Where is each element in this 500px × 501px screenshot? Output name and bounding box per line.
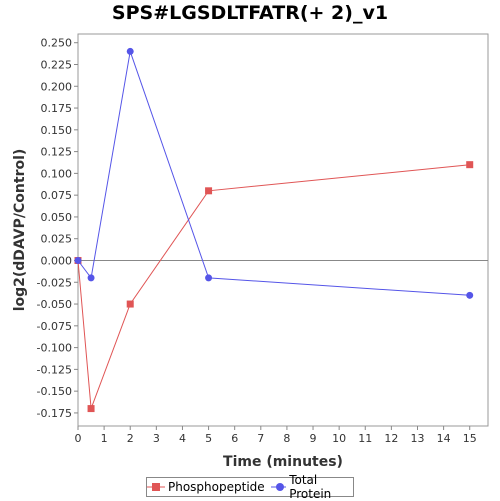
y-tick-label: 0.025 — [41, 233, 73, 246]
y-tick-label: -0.175 — [37, 407, 72, 420]
circle-marker-icon — [270, 483, 287, 491]
data-point-phosphopeptide — [126, 300, 134, 308]
plot-area — [77, 33, 489, 427]
x-tick-label: 15 — [463, 432, 477, 445]
legend-label-phosphopeptide: Phosphopeptide — [168, 480, 265, 494]
x-tick-label: 5 — [205, 432, 212, 445]
y-tick-label: 0.050 — [41, 211, 73, 224]
y-tick-label: -0.125 — [37, 363, 72, 376]
x-axis-title: Time (minutes) — [223, 454, 343, 470]
y-tick-label: -0.050 — [37, 298, 72, 311]
data-point-phosphopeptide — [205, 187, 213, 195]
data-point-total-protein — [466, 291, 474, 299]
data-point-total-protein — [87, 274, 95, 282]
square-marker-icon — [147, 483, 165, 491]
y-tick-label: 0.075 — [41, 189, 73, 202]
legend-item-phosphopeptide: Phosphopeptide — [147, 480, 265, 494]
x-tick-label: 10 — [332, 432, 346, 445]
y-tick-label: 0.100 — [41, 167, 73, 180]
legend-label-total-protein: Total Protein — [289, 473, 332, 501]
x-tick-label: 1 — [101, 432, 108, 445]
data-point-total-protein — [205, 274, 213, 282]
x-tick-label: 9 — [310, 432, 317, 445]
data-point-phosphopeptide — [87, 405, 95, 413]
legend: Phosphopeptide Total Protein — [146, 473, 354, 501]
x-tick-label: 12 — [384, 432, 398, 445]
y-tick-label: 0.250 — [41, 37, 73, 50]
data-point-phosphopeptide — [466, 161, 474, 169]
x-tick-label: 7 — [257, 432, 264, 445]
legend-item-total-protein: Total Protein — [270, 473, 353, 501]
y-tick-label: 0.125 — [41, 146, 73, 159]
y-tick-label: -0.025 — [37, 276, 72, 289]
x-tick-label: 11 — [358, 432, 372, 445]
x-tick-label: 6 — [231, 432, 238, 445]
data-point-total-protein — [74, 256, 82, 264]
x-tick-label: 8 — [283, 432, 290, 445]
y-tick-label: 0.175 — [41, 102, 73, 115]
y-tick-label: 0.200 — [41, 80, 73, 93]
x-tick-label: 2 — [127, 432, 134, 445]
y-tick-label: 0.000 — [41, 254, 73, 267]
data-point-total-protein — [126, 47, 134, 55]
y-tick-label: -0.100 — [37, 342, 72, 355]
x-tick-label: 4 — [179, 432, 186, 445]
x-tick-label: 0 — [75, 432, 82, 445]
x-tick-label: 14 — [437, 432, 451, 445]
y-tick-label: -0.150 — [37, 385, 72, 398]
x-tick-label: 3 — [153, 432, 160, 445]
y-tick-label: 0.225 — [41, 58, 73, 71]
chart-title: SPS#LGSDLTFATR(+ 2)_v1 — [111, 2, 389, 24]
y-tick-label: -0.075 — [37, 320, 72, 333]
y-axis-title: log2(dDAVP/Control) — [12, 149, 28, 312]
y-tick-label: 0.150 — [41, 124, 73, 137]
x-tick-label: 13 — [410, 432, 424, 445]
